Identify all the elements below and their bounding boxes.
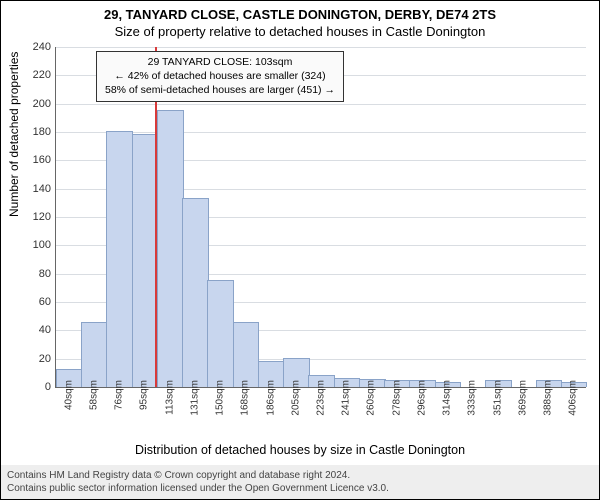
info-box: 29 TANYARD CLOSE: 103sqm← 42% of detache… bbox=[96, 51, 344, 102]
y-tick-label: 120 bbox=[21, 211, 51, 223]
x-tick-label: 296sqm bbox=[416, 380, 427, 416]
y-tick-label: 160 bbox=[21, 154, 51, 166]
title-line-1: 29, TANYARD CLOSE, CASTLE DONINGTON, DER… bbox=[1, 1, 599, 22]
y-axis-label: Number of detached properties bbox=[7, 52, 21, 217]
x-tick-label: 223sqm bbox=[316, 380, 327, 416]
histogram-bar bbox=[106, 131, 133, 387]
x-tick-label: 95sqm bbox=[139, 380, 150, 410]
x-tick-label: 333sqm bbox=[467, 380, 478, 416]
x-tick-label: 388sqm bbox=[543, 380, 554, 416]
x-tick-label: 113sqm bbox=[164, 380, 175, 415]
y-tick-label: 200 bbox=[21, 98, 51, 110]
y-tick-label: 60 bbox=[21, 296, 51, 308]
histogram-bar bbox=[81, 322, 108, 387]
x-tick-label: 58sqm bbox=[88, 380, 99, 410]
footer-line-2: Contains public sector information licen… bbox=[7, 482, 593, 495]
footer-attribution: Contains HM Land Registry data © Crown c… bbox=[1, 465, 599, 499]
y-tick-label: 240 bbox=[21, 41, 51, 53]
y-tick-label: 80 bbox=[21, 268, 51, 280]
y-tick-label: 100 bbox=[21, 239, 51, 251]
gridline bbox=[56, 104, 586, 105]
x-tick-label: 150sqm bbox=[215, 380, 226, 416]
plot-area: 40sqm58sqm76sqm95sqm113sqm131sqm150sqm16… bbox=[55, 47, 586, 388]
x-tick-label: 260sqm bbox=[366, 380, 377, 416]
info-box-line: 29 TANYARD CLOSE: 103sqm bbox=[105, 55, 335, 69]
y-tick-label: 20 bbox=[21, 353, 51, 365]
chart-container: 29, TANYARD CLOSE, CASTLE DONINGTON, DER… bbox=[0, 0, 600, 500]
x-axis-label: Distribution of detached houses by size … bbox=[1, 443, 599, 457]
y-tick-label: 40 bbox=[21, 324, 51, 336]
x-tick-label: 131sqm bbox=[189, 380, 200, 416]
x-tick-label: 76sqm bbox=[114, 380, 125, 410]
y-tick-label: 220 bbox=[21, 69, 51, 81]
x-tick-label: 241sqm bbox=[341, 380, 352, 416]
histogram-bar bbox=[157, 110, 184, 387]
title-line-2: Size of property relative to detached ho… bbox=[1, 22, 599, 39]
histogram-bar bbox=[182, 198, 209, 387]
x-tick-label: 369sqm bbox=[517, 380, 528, 416]
y-tick-label: 180 bbox=[21, 126, 51, 138]
x-tick-label: 205sqm bbox=[290, 380, 301, 416]
info-box-line: ← 42% of detached houses are smaller (32… bbox=[105, 69, 335, 83]
gridline bbox=[56, 132, 586, 133]
x-tick-label: 406sqm bbox=[568, 380, 579, 416]
histogram-bar bbox=[233, 322, 260, 387]
x-tick-label: 351sqm bbox=[492, 380, 503, 416]
gridline bbox=[56, 47, 586, 48]
footer-line-1: Contains HM Land Registry data © Crown c… bbox=[7, 469, 593, 482]
chart-area: 40sqm58sqm76sqm95sqm113sqm131sqm150sqm16… bbox=[55, 47, 585, 387]
x-tick-label: 278sqm bbox=[391, 380, 402, 416]
y-tick-label: 0 bbox=[21, 381, 51, 393]
y-tick-label: 140 bbox=[21, 183, 51, 195]
x-tick-label: 314sqm bbox=[442, 380, 453, 416]
x-tick-label: 40sqm bbox=[63, 380, 74, 410]
x-tick-label: 186sqm bbox=[265, 380, 276, 416]
histogram-bar bbox=[207, 280, 234, 387]
info-box-line: 58% of semi-detached houses are larger (… bbox=[105, 83, 335, 97]
x-tick-label: 168sqm bbox=[240, 380, 251, 416]
